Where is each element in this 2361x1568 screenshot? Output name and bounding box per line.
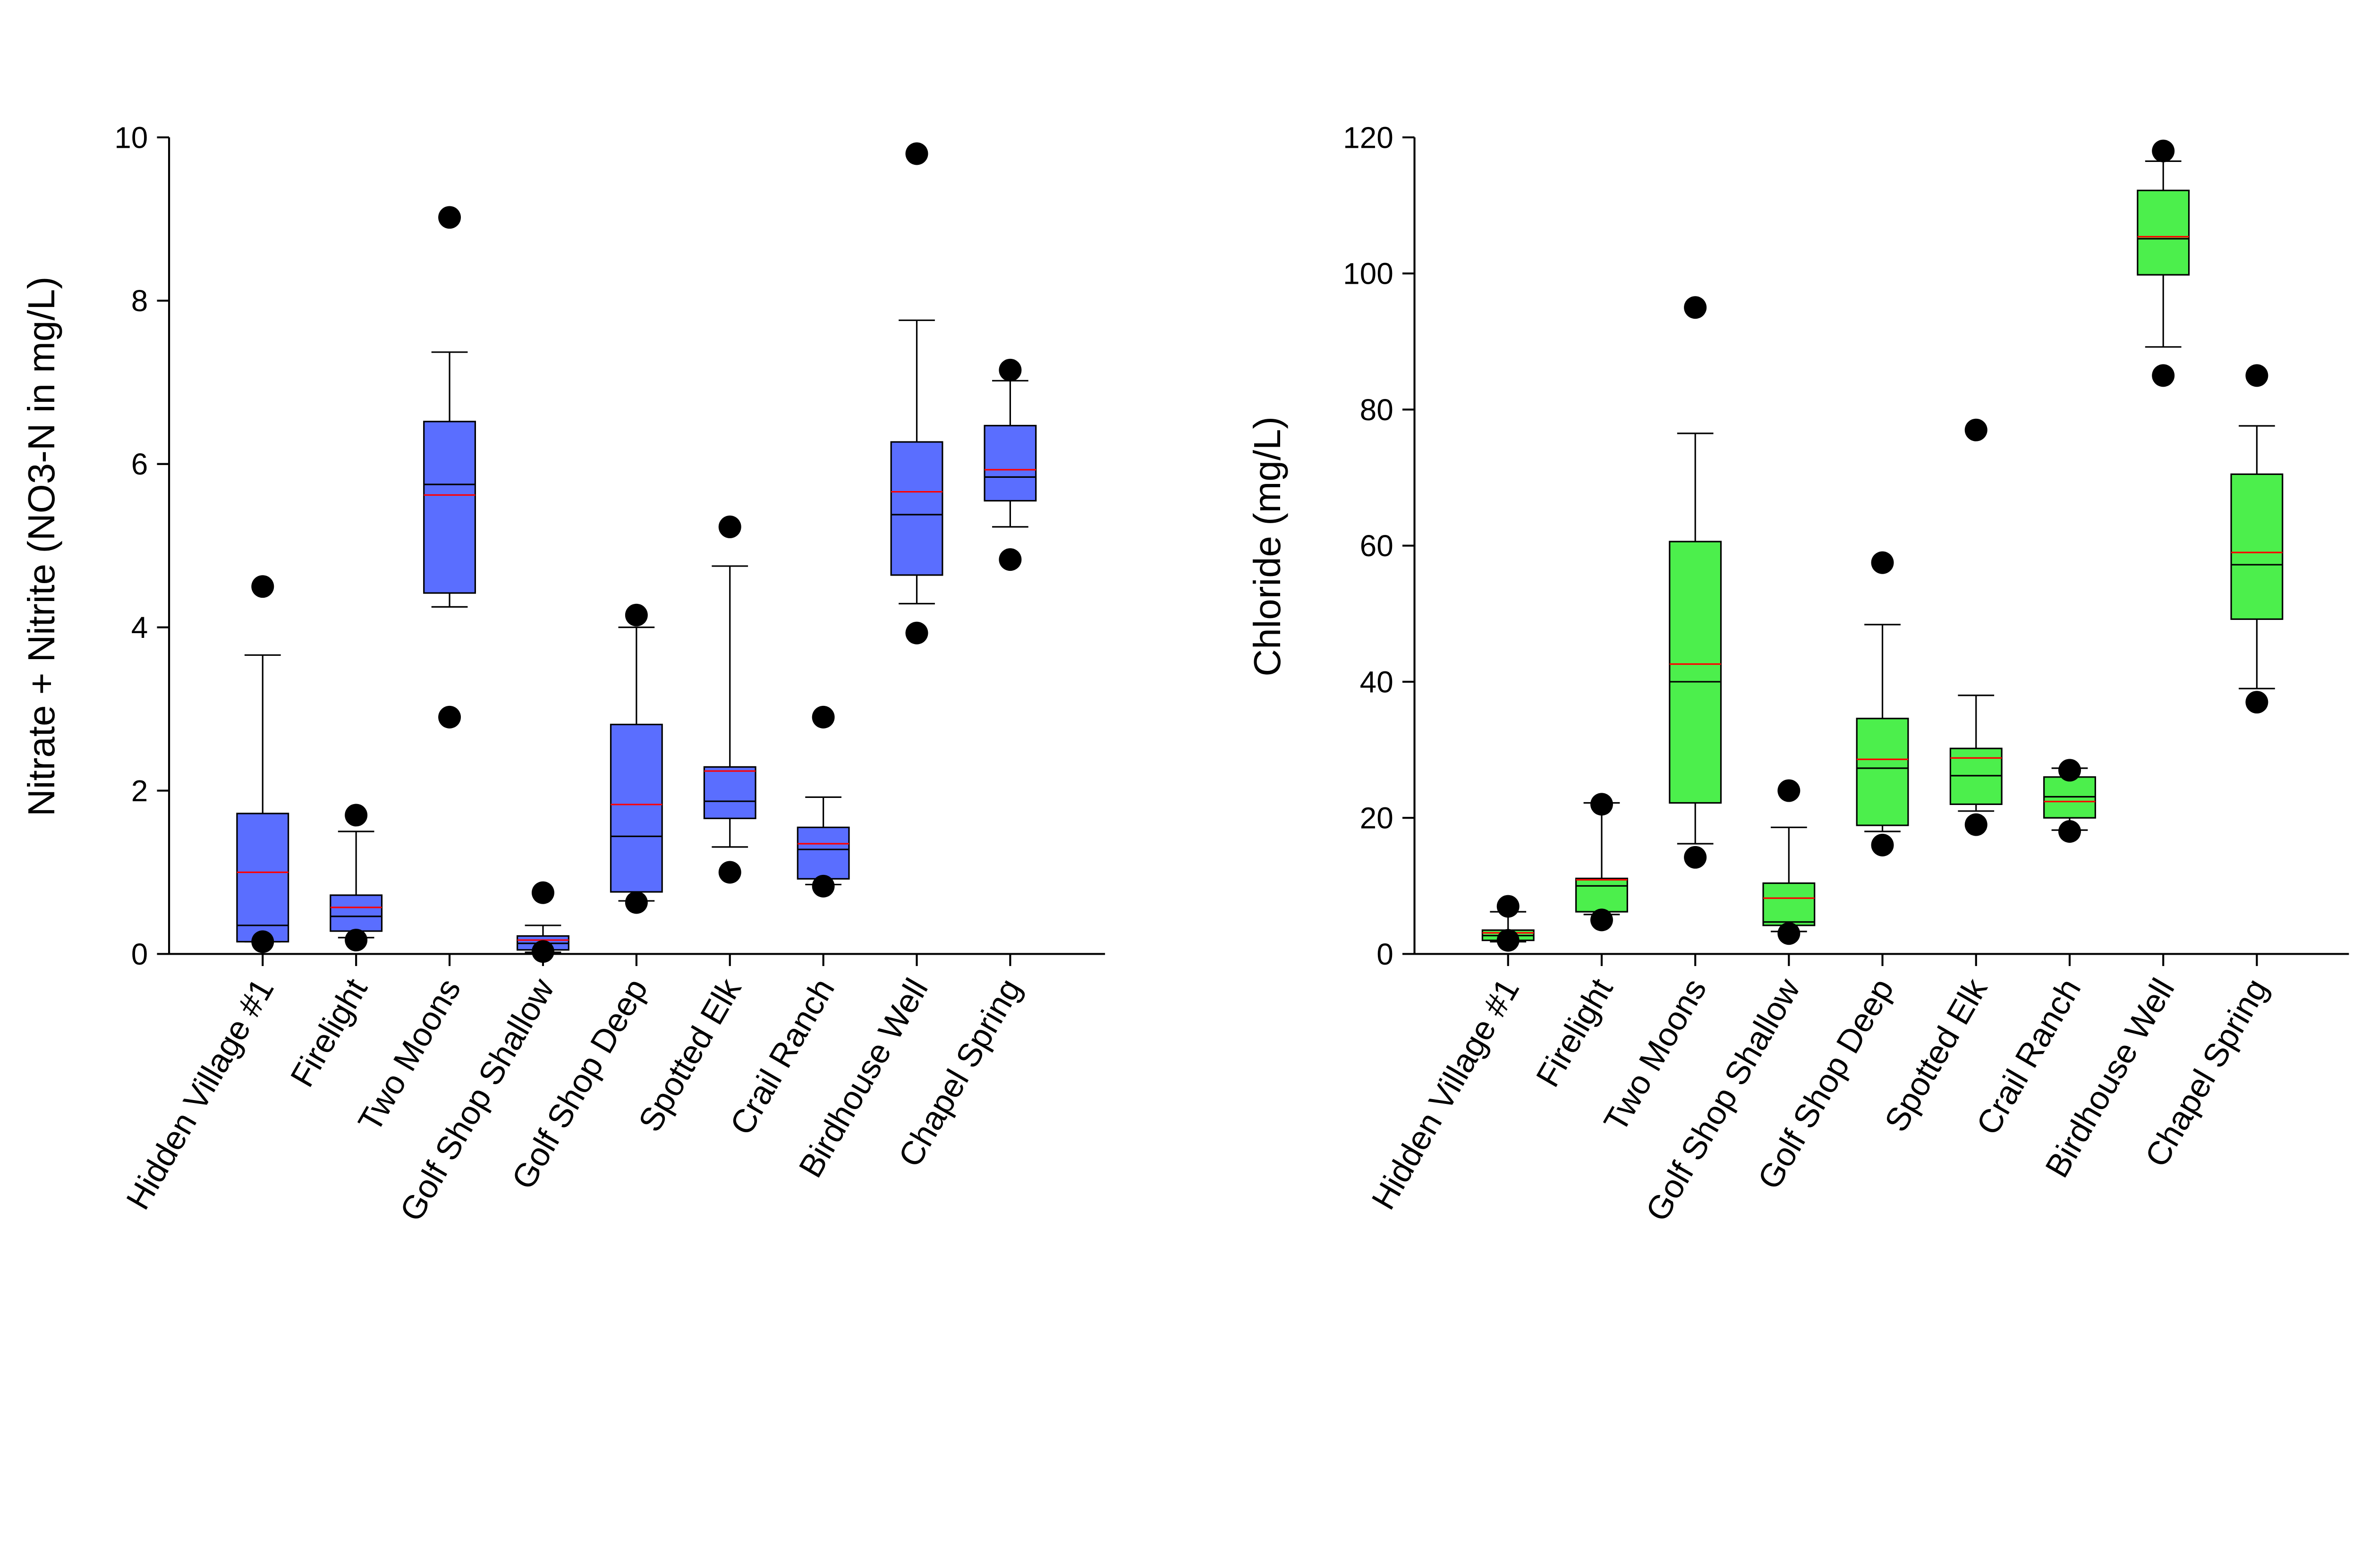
iqr-box bbox=[797, 826, 850, 880]
box-firelight bbox=[1575, 793, 1628, 932]
iqr-box bbox=[1856, 718, 1909, 826]
outlier-point bbox=[1496, 929, 1520, 952]
box-golf-shop-shallow bbox=[516, 881, 569, 963]
y-tick-label: 60 bbox=[1360, 529, 1393, 563]
outlier-point bbox=[812, 705, 835, 729]
y-tick-label: 10 bbox=[114, 120, 148, 154]
y-tick-label: 0 bbox=[131, 937, 148, 971]
outlier-point bbox=[905, 142, 928, 165]
y-tick-label: 120 bbox=[1343, 120, 1393, 154]
iqr-box bbox=[610, 723, 663, 893]
outlier-point bbox=[531, 940, 554, 963]
outlier-point bbox=[1684, 296, 1707, 319]
y-tick-label: 2 bbox=[131, 774, 148, 808]
outlier-point bbox=[2245, 691, 2268, 714]
iqr-box bbox=[330, 894, 383, 932]
iqr-box bbox=[2137, 189, 2190, 276]
iqr-box bbox=[984, 424, 1037, 502]
y-axis-label-chloride: Chloride (mg/L) bbox=[1246, 416, 1288, 677]
box-chapel-spring bbox=[2230, 364, 2284, 714]
iqr-box bbox=[2230, 473, 2284, 620]
outlier-point bbox=[1777, 779, 1800, 802]
y-tick-label: 8 bbox=[131, 284, 148, 318]
outlier-point bbox=[2058, 820, 2081, 843]
outlier-point bbox=[345, 929, 368, 952]
outlier-point bbox=[905, 621, 928, 644]
box-spotted-elk bbox=[703, 515, 756, 884]
outlier-point bbox=[1590, 908, 1613, 932]
box-golf-shop-deep bbox=[610, 603, 663, 914]
box-golf-shop-shallow bbox=[1762, 779, 1816, 945]
outlier-point bbox=[438, 206, 461, 229]
outlier-point bbox=[625, 891, 648, 914]
outlier-point bbox=[1964, 813, 1987, 836]
outlier-point bbox=[251, 930, 274, 953]
box-hidden-village-1 bbox=[1481, 895, 1535, 952]
chart-chloride: Chloride (mg/L) 0 20 40 60 80 100 120 Hidden Vi… bbox=[1246, 120, 2349, 1227]
outlier-point bbox=[1964, 418, 1987, 441]
outlier-point bbox=[1871, 551, 1894, 574]
x-tick-label: Firelight bbox=[283, 972, 374, 1093]
box-golf-shop-deep bbox=[1856, 551, 1909, 856]
y-axis-label-nitrate: Nitrate + Nitrite (NO3-N in mg/L) bbox=[20, 277, 62, 816]
iqr-box bbox=[890, 441, 943, 576]
outlier-point bbox=[2245, 364, 2268, 387]
outlier-point bbox=[1590, 793, 1613, 816]
outlier-point bbox=[345, 804, 368, 827]
outlier-point bbox=[2152, 364, 2175, 387]
box-crail-ranch bbox=[2043, 759, 2096, 843]
x-tick-label: Hidden Village #1 bbox=[119, 972, 280, 1216]
y-tick-label: 4 bbox=[131, 610, 148, 644]
iqr-box bbox=[1575, 877, 1628, 913]
outlier-point bbox=[251, 575, 274, 598]
box-two-moons bbox=[423, 206, 476, 729]
outlier-point bbox=[999, 548, 1022, 571]
x-tick-label: Hidden Village #1 bbox=[1364, 972, 1526, 1216]
iqr-box bbox=[703, 766, 756, 819]
outlier-point bbox=[531, 881, 554, 904]
box-birdhouse-well bbox=[890, 142, 943, 644]
box-spotted-elk bbox=[1949, 418, 2003, 836]
outlier-point bbox=[2152, 139, 2175, 162]
outlier-point bbox=[625, 603, 648, 627]
y-tick-label: 80 bbox=[1360, 393, 1393, 427]
box-crail-ranch bbox=[797, 705, 850, 898]
y-tick-label: 100 bbox=[1343, 257, 1393, 291]
outlier-point bbox=[438, 705, 461, 729]
iqr-box bbox=[1762, 882, 1816, 926]
x-tick-label: Firelight bbox=[1529, 972, 1620, 1093]
box-plot-figure: Nitrate + Nitrite (NO3-N in mg/L) 0 2 4 6 8 1… bbox=[20, 120, 2349, 1227]
box-birdhouse-well bbox=[2137, 139, 2190, 387]
outlier-point bbox=[1777, 922, 1800, 945]
outlier-point bbox=[1871, 833, 1894, 856]
box-hidden-village-1 bbox=[236, 575, 289, 953]
iqr-box bbox=[236, 813, 289, 943]
outlier-point bbox=[1684, 846, 1707, 869]
box-firelight bbox=[330, 804, 383, 952]
y-tick-label: 0 bbox=[1376, 937, 1393, 971]
outlier-point bbox=[999, 358, 1022, 381]
iqr-box bbox=[423, 421, 476, 594]
y-tick-label: 40 bbox=[1360, 665, 1393, 699]
outlier-point bbox=[2058, 759, 2081, 782]
iqr-box bbox=[1669, 541, 1722, 804]
chart-nitrate: Nitrate + Nitrite (NO3-N in mg/L) 0 2 4 6 8 1… bbox=[20, 120, 1105, 1227]
y-tick-label: 20 bbox=[1360, 801, 1393, 835]
outlier-point bbox=[812, 874, 835, 898]
outlier-point bbox=[718, 515, 741, 538]
outlier-point bbox=[718, 861, 741, 884]
outlier-point bbox=[1496, 895, 1520, 918]
y-tick-label: 6 bbox=[131, 447, 148, 481]
box-chapel-spring bbox=[984, 358, 1037, 571]
box-two-moons bbox=[1669, 296, 1722, 869]
